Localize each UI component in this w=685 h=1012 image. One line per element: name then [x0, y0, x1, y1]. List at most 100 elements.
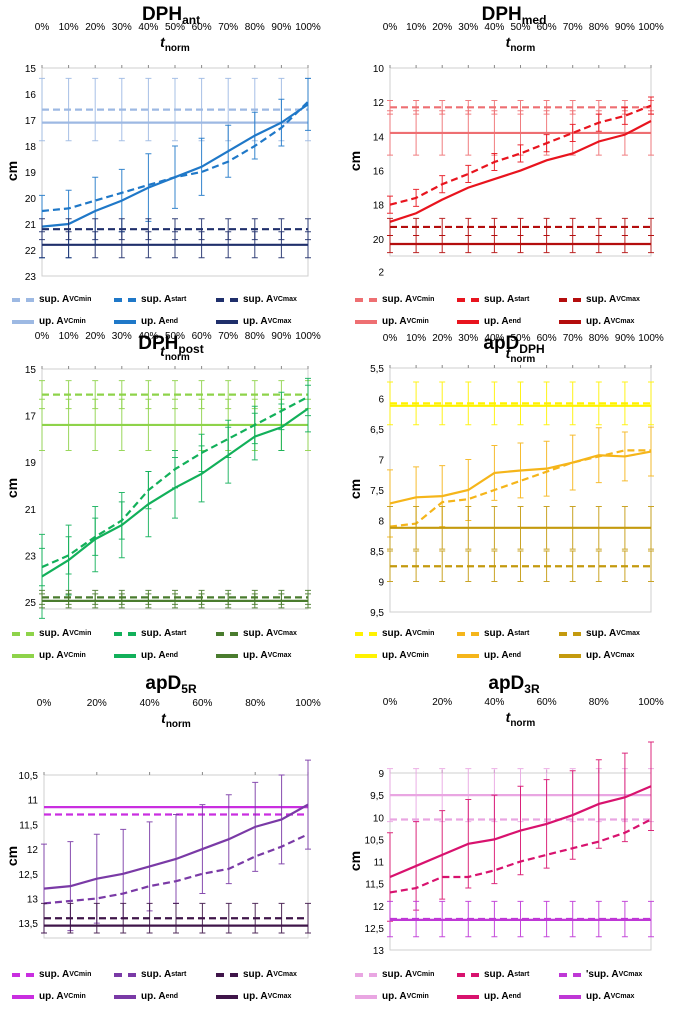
legend-swatch	[559, 994, 581, 999]
legend-swatch	[559, 297, 581, 302]
legend-label: sup. A	[586, 628, 617, 639]
x-axis-title: tnorm	[350, 345, 685, 365]
legend-label: sup. A	[39, 294, 70, 305]
legend-label-subscript: start	[514, 630, 530, 637]
x-tick-label: 30%	[458, 22, 478, 33]
x-tick-label: 100%	[638, 697, 664, 708]
legend-label-subscript: VCmax	[610, 993, 635, 1000]
y-tick-label: 7	[378, 456, 384, 467]
x-tick-label: 50%	[165, 331, 185, 342]
error-bar	[648, 381, 654, 426]
error-bar	[145, 77, 152, 142]
x-tick-label: 0%	[383, 22, 398, 33]
legend-label: sup. A	[484, 628, 515, 639]
y-tick-label: 15	[25, 365, 37, 376]
series-up-a-vcmax	[39, 593, 311, 609]
y-tick-label: 5,5	[370, 364, 384, 375]
x-tick-label: 100%	[295, 698, 321, 709]
legend-swatch	[114, 631, 136, 636]
series-sup-a-start	[389, 449, 651, 528]
x-axis-title-main: t	[505, 709, 511, 725]
series-line	[41, 103, 309, 228]
legend-label-subscript: end	[508, 993, 522, 1000]
legend-label: up. A	[382, 650, 407, 661]
x-tick-label: 40%	[484, 22, 504, 33]
legend-label-subscript: VCmin	[69, 971, 92, 978]
legend-label: up. A	[484, 650, 509, 661]
series-line	[389, 104, 652, 206]
x-tick-label: 90%	[615, 333, 635, 344]
x-tick-label: 50%	[510, 333, 530, 344]
x-tick-label: 30%	[112, 22, 132, 33]
x-tick-label: 40%	[138, 331, 158, 342]
legend-swatch	[12, 319, 34, 324]
series-line	[389, 449, 651, 528]
x-tick-label: 80%	[589, 697, 609, 708]
series-line	[43, 803, 309, 890]
x-tick-label: 0%	[383, 333, 398, 344]
x-tick-label: 30%	[458, 333, 478, 344]
legend-label-subscript: end	[165, 318, 179, 325]
chart-panel-dph-post: DPHpost tnorm cm 0% 10% 20% 30% 40% 50% 60% 70% 80%…	[0, 331, 342, 671]
x-tick-label: 40%	[138, 22, 158, 33]
error-bar	[621, 106, 628, 125]
y-tick-label: 16	[25, 90, 37, 101]
legend-item: up. A VCmax	[559, 316, 634, 327]
y-tick-label: 13	[373, 946, 385, 957]
chart-title-subscript: med	[521, 13, 547, 27]
y-tick-label: 10	[373, 64, 385, 75]
y-tick-label: 11	[374, 858, 385, 869]
chart-title-subscript: 5R	[181, 682, 197, 696]
legend-label: up. A	[586, 650, 611, 661]
x-tick-label: 60%	[192, 22, 212, 33]
x-tick-label: 100%	[638, 333, 664, 344]
y-tick-label: 8,5	[370, 547, 384, 558]
legend-item: sup. A VCmax	[216, 628, 297, 639]
legend-label: up. A	[243, 991, 268, 1002]
y-tick-label: 10,5	[365, 835, 385, 846]
x-axis-title-main: t	[160, 343, 165, 359]
legend-label-subscript: end	[508, 318, 522, 325]
x-tick-label: 10%	[59, 22, 79, 33]
y-tick-label: 18	[373, 201, 385, 212]
y-tick-label: 12	[27, 845, 39, 856]
legend-label: sup. A	[484, 969, 515, 980]
x-tick-label: 20%	[85, 22, 105, 33]
x-tick-label: 30%	[112, 331, 132, 342]
legend-label: sup. A	[141, 969, 172, 980]
error-bar	[387, 195, 393, 214]
error-bar	[92, 77, 99, 142]
legend-label: up. A	[484, 316, 509, 327]
legend-label: sup. A	[243, 294, 274, 305]
x-tick-label: 80%	[245, 331, 265, 342]
legend-swatch	[12, 297, 34, 302]
x-tick-label: 10%	[59, 331, 79, 342]
x-axis-title-subscript: norm	[510, 717, 536, 729]
legend-swatch	[216, 297, 238, 302]
x-tick-label: 70%	[563, 22, 583, 33]
y-tick-label: 9	[378, 578, 384, 589]
legend-swatch	[216, 631, 238, 636]
x-axis-title: tnorm	[4, 34, 346, 54]
x-tick-label: 40%	[140, 698, 160, 709]
legend-label: up. A	[141, 991, 166, 1002]
legend-item: sup. A VCmin	[355, 969, 434, 980]
series-line	[389, 818, 652, 894]
legend-label: sup. A	[382, 294, 413, 305]
legend-label-subscript: VCmax	[267, 652, 292, 659]
x-tick-label: 60%	[537, 22, 557, 33]
legend-label-subscript: VCmin	[69, 296, 92, 303]
x-tick-label: 0%	[35, 331, 50, 342]
y-tick-label: 21	[25, 505, 37, 516]
legend-swatch	[12, 994, 34, 999]
legend-item: sup. A VCmax	[216, 969, 297, 980]
error-bar	[517, 381, 524, 426]
legend-swatch	[216, 972, 238, 977]
legend-label: sup. A	[141, 294, 172, 305]
legend-item: up. A VCmax	[216, 650, 291, 661]
legend-label: sup. A	[39, 628, 70, 639]
legend-label: up. A	[141, 316, 166, 327]
y-tick-label: 8	[378, 517, 384, 528]
